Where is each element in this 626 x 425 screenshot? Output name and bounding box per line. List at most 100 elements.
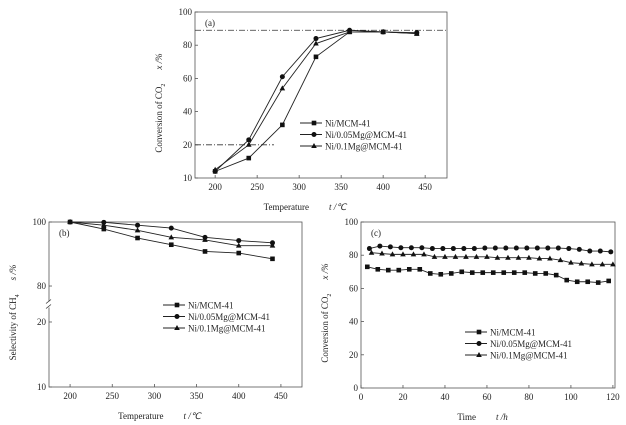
circle-marker: [135, 222, 141, 228]
y-tick-label: 20: [37, 317, 47, 327]
circle-marker: [461, 246, 467, 252]
y-tick-label: 80: [183, 40, 193, 50]
triangle-marker: [413, 30, 420, 36]
y-axis-label-text: Conversion of CO: [320, 296, 330, 362]
triangle-marker: [568, 259, 574, 265]
x-tick-label: 300: [148, 391, 162, 401]
triangle-marker: [599, 261, 606, 267]
x-tick-label: 20: [398, 392, 408, 402]
square-marker: [246, 155, 252, 161]
y-tick-label: 20: [183, 140, 193, 150]
square-marker: [427, 271, 433, 276]
x-axis-unit: t /℃: [184, 411, 202, 421]
x-tick-label: 250: [250, 182, 264, 192]
triangle-marker: [463, 253, 469, 259]
y-axis-label-text: Conversion of CO: [154, 86, 164, 152]
square-marker: [406, 267, 412, 272]
x-axis-label: Time: [457, 412, 476, 422]
triangle-marker: [311, 143, 317, 148]
circle-marker: [311, 132, 317, 137]
legend-label: Ni/MCM-41: [188, 301, 234, 311]
square-marker: [101, 226, 107, 232]
triangle-marker: [379, 250, 385, 256]
triangle-marker: [515, 254, 522, 260]
circle-marker: [482, 245, 488, 251]
y-axis-label: Selectivity of CH4 s /%: [8, 265, 21, 361]
series-line: [70, 221, 273, 247]
circle-marker: [174, 314, 180, 319]
x-tick-label: 450: [418, 182, 432, 192]
circle-marker: [168, 225, 174, 231]
circle-marker: [524, 245, 530, 251]
x-tick-label: 450: [274, 391, 288, 401]
circle-marker: [576, 246, 582, 252]
x-axis-unit: t /℃: [329, 202, 347, 212]
square-marker: [543, 271, 549, 276]
triangle-marker: [202, 236, 208, 242]
x-tick-label: 350: [190, 391, 204, 401]
square-marker: [469, 270, 475, 275]
triangle-marker: [168, 234, 175, 240]
x-tick-label: 400: [376, 182, 390, 192]
axis-break-gap: [46, 301, 52, 308]
circle-marker: [597, 248, 603, 254]
triangle-marker: [476, 352, 482, 357]
triangle-marker: [269, 242, 276, 248]
x-tick-label: 0: [359, 392, 364, 402]
square-marker: [511, 270, 517, 275]
square-marker: [595, 280, 601, 285]
y-tick-label: 60: [349, 283, 359, 293]
circle-marker: [608, 249, 614, 255]
panel-label: (b): [59, 228, 70, 238]
circle-marker: [398, 245, 404, 251]
circle-marker: [503, 245, 509, 251]
x-tick-label: 120: [606, 392, 620, 402]
x-tick-label: 40: [440, 392, 450, 402]
panel-label: (a): [205, 18, 215, 28]
triangle-marker: [526, 254, 532, 260]
y-axis-label-subscript: 2: [161, 84, 167, 87]
square-marker: [606, 278, 612, 284]
y-tick-label: 60: [183, 73, 193, 83]
y-tick-label: 100: [345, 217, 359, 227]
x-axis-unit: t /h: [496, 412, 508, 422]
series-line: [369, 245, 611, 253]
circle-marker: [471, 246, 477, 252]
x-tick-label: 100: [564, 392, 578, 402]
triangle-marker: [313, 40, 319, 46]
triangle-marker: [431, 253, 438, 259]
chart-panel-b: 200 250 300 350 400 450 100 80 20 10 (b) Temperatur…: [8, 217, 303, 421]
triangle-marker: [279, 85, 286, 91]
legend-label: Ni/MCM-41: [490, 328, 536, 338]
triangle-marker: [442, 253, 448, 259]
square-marker: [564, 277, 570, 283]
square-marker: [417, 267, 423, 272]
y-tick-label: 40: [349, 317, 359, 327]
circle-marker: [513, 245, 519, 251]
x-tick-label: 250: [106, 391, 120, 401]
chart-panel-c: 0 20 40 60 80 100 120 100 80 60 40 20 0 (c) Time t /h Co…: [320, 217, 620, 422]
square-marker: [522, 270, 528, 275]
triangle-marker: [235, 242, 242, 248]
x-tick-label: 350: [334, 182, 348, 192]
square-marker: [396, 267, 402, 273]
panel-label: (c): [371, 228, 381, 238]
axis-break-mark: [45, 304, 52, 309]
legend-label: Ni/0.1Mg@MCM-41: [325, 142, 403, 152]
triangle-marker: [484, 253, 490, 259]
square-marker: [532, 271, 538, 276]
x-axis-label: Temperature: [118, 411, 163, 421]
series-triangle: [368, 249, 616, 267]
chart-panel-a: 200 250 300 350 400 450 100 80 60 40 20 10 (a) Temper…: [154, 7, 448, 212]
triangle-marker: [473, 253, 480, 259]
axis-break-mark: [45, 299, 52, 304]
y-axis-label-text: Selectivity of CH: [8, 297, 18, 360]
circle-marker: [419, 245, 425, 251]
square-marker: [385, 267, 391, 273]
circle-marker: [366, 246, 372, 252]
square-marker: [174, 302, 180, 308]
x-tick-label: 400: [232, 391, 246, 401]
triangle-marker: [505, 254, 511, 260]
triangle-marker: [101, 222, 107, 228]
